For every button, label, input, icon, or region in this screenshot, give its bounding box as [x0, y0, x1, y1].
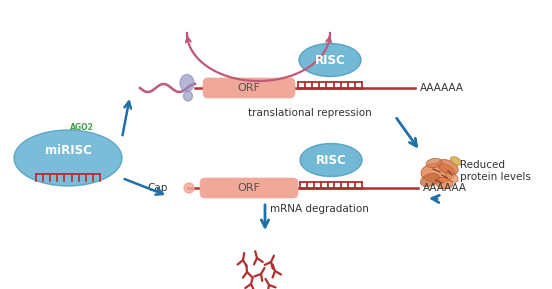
- Text: AAAAAA: AAAAAA: [420, 83, 464, 93]
- Text: ORF: ORF: [237, 83, 261, 93]
- Ellipse shape: [435, 177, 453, 189]
- Text: RISC: RISC: [316, 153, 346, 166]
- Ellipse shape: [14, 130, 122, 186]
- Ellipse shape: [421, 163, 455, 183]
- Text: Reduced
protein levels: Reduced protein levels: [460, 160, 531, 182]
- Ellipse shape: [438, 160, 458, 175]
- Ellipse shape: [183, 91, 193, 101]
- Text: translational repression: translational repression: [248, 108, 372, 118]
- FancyBboxPatch shape: [203, 78, 295, 98]
- Ellipse shape: [299, 44, 361, 77]
- Text: AAAAAA: AAAAAA: [423, 183, 467, 193]
- Text: AGO2: AGO2: [70, 123, 94, 132]
- Ellipse shape: [450, 157, 461, 165]
- Text: miRISC: miRISC: [45, 144, 92, 157]
- Ellipse shape: [421, 173, 439, 187]
- Ellipse shape: [446, 172, 458, 182]
- Text: Cap: Cap: [147, 183, 168, 193]
- FancyBboxPatch shape: [200, 178, 298, 198]
- Text: mRNA degradation: mRNA degradation: [270, 204, 369, 214]
- Text: RISC: RISC: [315, 53, 346, 66]
- Text: ORF: ORF: [237, 183, 261, 193]
- Ellipse shape: [426, 158, 442, 168]
- Ellipse shape: [300, 144, 362, 177]
- Ellipse shape: [180, 75, 194, 92]
- Ellipse shape: [184, 183, 194, 193]
